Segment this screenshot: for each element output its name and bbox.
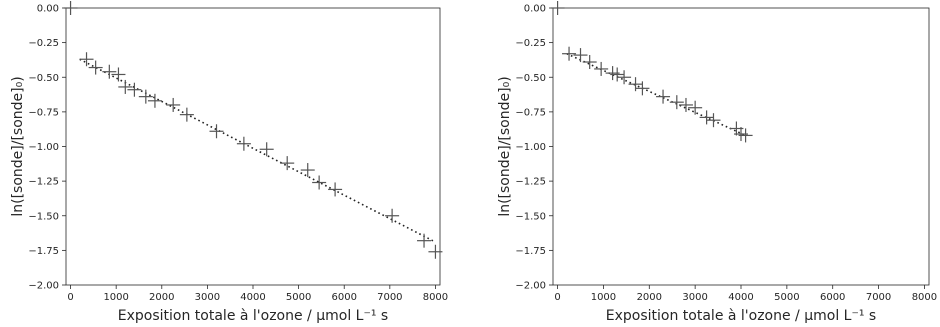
y-tick-label: −1.50: [28, 211, 59, 222]
y-tick-label: −1.75: [28, 246, 59, 257]
y-tick-label: 0.00: [524, 4, 546, 15]
data-point: [166, 97, 181, 112]
data-point: [111, 67, 126, 82]
y-tick-label: −0.50: [28, 73, 59, 84]
data-point: [738, 128, 753, 143]
data-point: [610, 67, 625, 82]
data-point: [550, 1, 565, 15]
x-tick-label: 8000: [912, 292, 937, 303]
data-point: [328, 182, 343, 197]
y-tick-label: −1.25: [515, 177, 546, 188]
y-tick-label: −1.50: [515, 211, 546, 222]
x-tick-label: 5000: [286, 292, 311, 303]
data-point: [102, 64, 117, 79]
x-tick-label: 8000: [423, 292, 448, 303]
data-point: [628, 77, 643, 92]
data-point: [236, 136, 251, 151]
data-point: [594, 61, 609, 76]
y-tick-label: −1.75: [515, 246, 546, 257]
data-point: [678, 97, 693, 112]
data-point: [179, 107, 194, 122]
y-tick-label: −0.25: [515, 38, 546, 49]
data-point: [699, 110, 714, 125]
x-tick-label: 0: [67, 292, 73, 303]
data-point: [573, 48, 588, 63]
y-tick-label: −1.25: [28, 177, 59, 188]
data-point: [385, 208, 400, 223]
y-axis-label: ln([sonde]/[sonde]₀): [10, 76, 26, 216]
data-point: [617, 70, 632, 85]
x-tick-label: 4000: [728, 292, 753, 303]
data-point: [669, 95, 684, 110]
y-tick-label: −0.25: [28, 38, 59, 49]
x-tick-label: 6000: [331, 292, 356, 303]
x-tick-label: 4000: [240, 292, 265, 303]
data-point: [688, 100, 703, 115]
data-point: [706, 113, 721, 128]
data-point: [79, 52, 94, 67]
x-axis-label: Exposition totale à l'ozone / μmol L⁻¹ s: [606, 308, 876, 324]
x-tick-label: 3000: [195, 292, 220, 303]
x-tick-label: 7000: [377, 292, 402, 303]
data-point: [417, 233, 432, 248]
data-point: [147, 93, 162, 108]
x-axis-label: Exposition totale à l'ozone / μmol L⁻¹ s: [118, 308, 388, 324]
data-point: [428, 244, 443, 259]
y-tick-label: −1.00: [515, 142, 546, 153]
chart-panel-1: 0 1000 2000 3000 4000 5000 6000 7000 8000 0.00 −0.…: [10, 1, 448, 324]
y-tick-label: −0.75: [28, 107, 59, 118]
data-point: [259, 142, 274, 157]
data-point: [209, 124, 224, 139]
y-tick-label: −2.00: [28, 281, 59, 292]
x-tick-label: 1000: [591, 292, 616, 303]
data-point: [300, 163, 315, 178]
x-tick-label: 6000: [820, 292, 845, 303]
y-tick-label: −2.00: [515, 281, 546, 292]
x-tick-label: 5000: [774, 292, 799, 303]
plot-frame: [552, 7, 930, 286]
fit-line: [79, 58, 436, 243]
chart-panel-2: 0 1000 2000 3000 4000 5000 6000 7000 8000 0.00 −0.…: [497, 1, 937, 324]
y-tick-label: −1.00: [28, 142, 59, 153]
data-point: [582, 55, 597, 70]
y-tick-label: −0.50: [515, 73, 546, 84]
y-axis-label: ln([sonde]/[sonde]₀): [497, 76, 513, 216]
data-point: [138, 89, 153, 104]
x-tick-label: 2000: [637, 292, 662, 303]
data-point: [635, 81, 650, 96]
x-tick-label: 1000: [103, 292, 128, 303]
x-tick-label: 2000: [149, 292, 174, 303]
data-point: [118, 79, 133, 94]
data-point: [127, 82, 142, 97]
data-point: [280, 156, 295, 171]
y-tick-label: −0.75: [515, 107, 546, 118]
data-point: [562, 46, 577, 61]
data-point: [656, 89, 671, 104]
data-point: [312, 175, 327, 190]
plot-frame: [65, 7, 441, 286]
data-point: [63, 1, 78, 15]
fit-line: [566, 52, 746, 137]
x-tick-label: 3000: [682, 292, 707, 303]
data-point: [88, 60, 103, 75]
y-tick-label: 0.00: [37, 4, 59, 15]
x-tick-label: 7000: [866, 292, 891, 303]
x-tick-label: 0: [554, 292, 560, 303]
